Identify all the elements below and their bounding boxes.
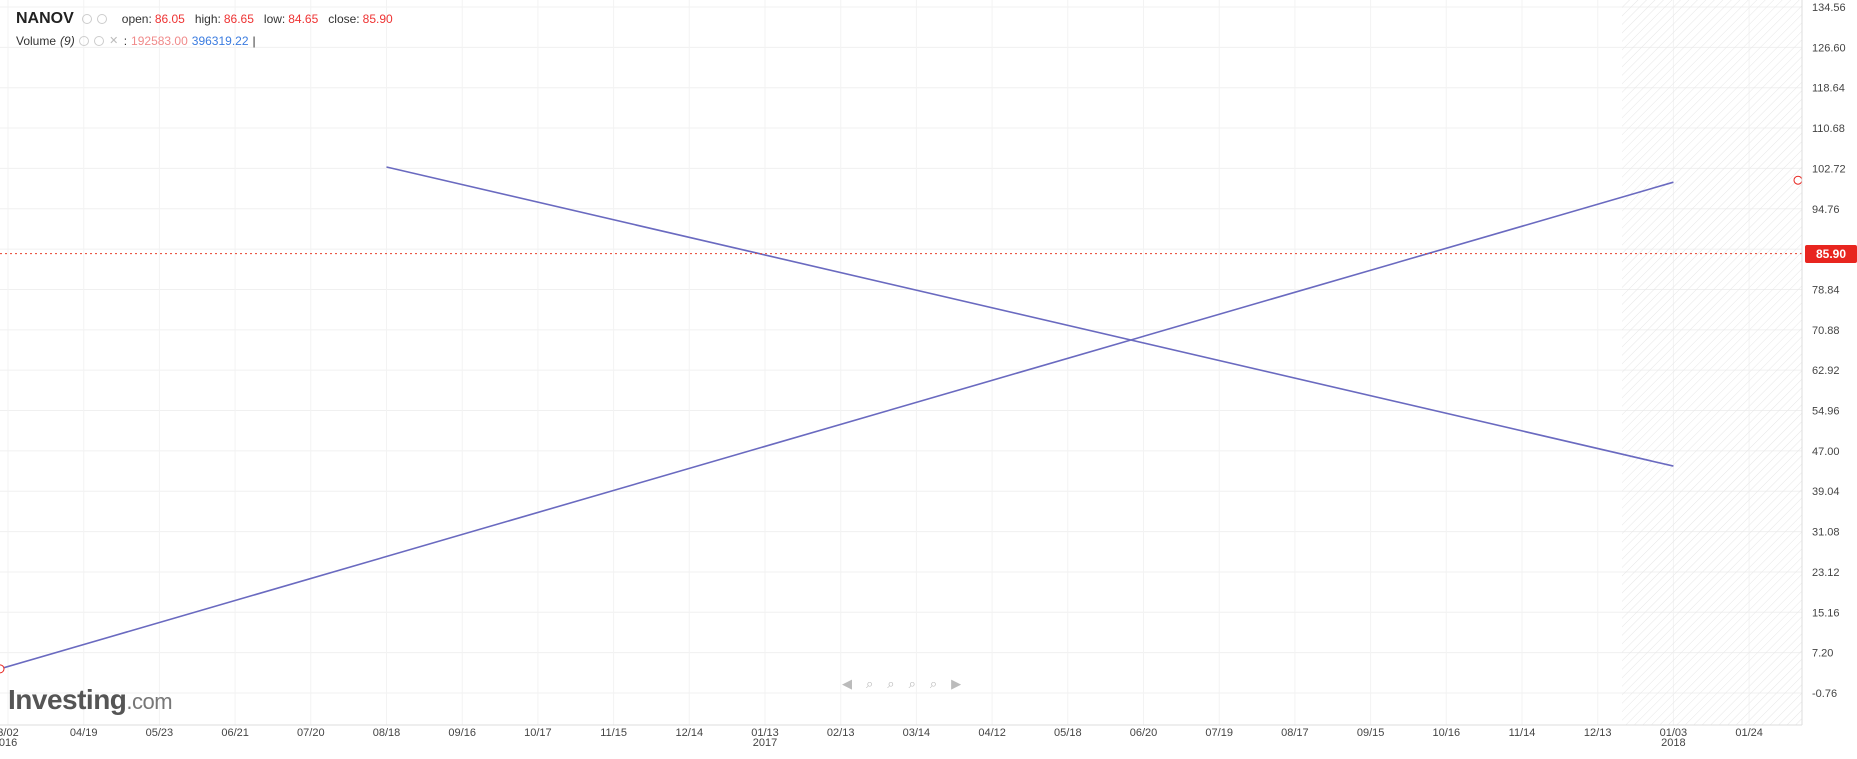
x-tick-label: 01/13 xyxy=(751,727,779,739)
volume-cursor: | xyxy=(252,34,256,48)
x-axis: 3/02 04/19 05/23 06/21 07/20 08/18 09/16 10/17 1… xyxy=(0,727,1763,749)
volume-row: Volume (9) ✕ : 192583.00 396319.22 | xyxy=(16,30,393,52)
y-tick-label: 39.04 xyxy=(1812,486,1840,498)
close-label: close: xyxy=(328,12,360,26)
x-year-label: 016 xyxy=(0,737,17,749)
close-icon[interactable]: ✕ xyxy=(109,35,119,47)
y-tick-label: 78.84 xyxy=(1812,284,1840,296)
x-tick-label: 03/14 xyxy=(903,727,931,739)
open-value: 86.05 xyxy=(154,12,185,26)
volume-label: Volume xyxy=(16,34,57,48)
x-tick-label: 07/20 xyxy=(297,727,325,739)
x-year-label: 2018 xyxy=(1661,737,1685,749)
ohlc-row: NANOV open: 86.05 high: 86.65 low: 84.65… xyxy=(16,8,393,30)
volume-value-2: 396319.22 xyxy=(191,34,249,48)
x-tick-label: 01/03 xyxy=(1660,727,1688,739)
x-tick-label: 06/20 xyxy=(1130,727,1158,739)
watermark-logo: Investing.com xyxy=(8,684,173,715)
y-tick-label: 110.68 xyxy=(1812,123,1845,135)
x-tick-label: 04/12 xyxy=(978,727,1006,739)
zoom-icon[interactable]: ⌕ xyxy=(887,676,895,691)
zoom-icon[interactable]: ⌕ xyxy=(866,676,874,691)
y-tick-label: 54.96 xyxy=(1812,406,1840,418)
zoom-icon[interactable]: ⌕ xyxy=(929,676,938,691)
gear-icon[interactable] xyxy=(93,36,104,46)
y-tick-label: 102.72 xyxy=(1812,163,1846,175)
high-value: 86.65 xyxy=(223,12,254,26)
x-tick-label: 05/18 xyxy=(1054,727,1082,739)
x-tick-label: 09/15 xyxy=(1357,727,1385,739)
grid xyxy=(0,0,1802,725)
trendline-handle xyxy=(0,664,5,674)
y-tick-label: 70.88 xyxy=(1812,325,1840,337)
x-tick-label: 3/02 xyxy=(0,727,19,739)
x-tick-label: 09/16 xyxy=(448,727,476,739)
x-tick-label: 08/18 xyxy=(373,727,401,739)
y-tick-label: 62.92 xyxy=(1812,365,1840,377)
x-tick-label: 10/17 xyxy=(524,727,552,739)
volume-separator: : xyxy=(123,34,128,48)
zoom-icon[interactable]: ⌕ xyxy=(908,676,916,691)
symbol-label: NANOV xyxy=(16,10,74,27)
y-tick-label: 31.08 xyxy=(1812,527,1840,539)
gear-icon[interactable] xyxy=(96,14,107,24)
x-tick-label: 12/14 xyxy=(676,727,704,739)
y-axis: 134.56126.60118.64110.68102.7294.7686.80… xyxy=(1812,2,1846,700)
low-label: low: xyxy=(263,12,286,26)
y-tick-label: 15.16 xyxy=(1812,607,1840,619)
x-year-label: 2017 xyxy=(753,737,777,749)
volume-value-1: 192583.00 xyxy=(131,34,188,48)
close-value: 85.90 xyxy=(362,12,393,26)
x-tick-label: 11/15 xyxy=(600,727,627,739)
y-tick-label: 126.60 xyxy=(1812,42,1846,54)
future-area xyxy=(1622,0,1802,725)
x-tick-label: 08/17 xyxy=(1281,727,1309,739)
high-label: high: xyxy=(194,12,221,26)
y-tick-label: 118.64 xyxy=(1812,83,1845,95)
trendline-handle xyxy=(1793,175,1803,185)
x-tick-label: 11/14 xyxy=(1509,727,1536,739)
x-tick-label: 06/21 xyxy=(221,727,249,739)
volume-period: (9) xyxy=(60,34,75,48)
eye-icon[interactable] xyxy=(81,14,92,24)
x-tick-label: 05/23 xyxy=(146,727,174,739)
trendlines[interactable] xyxy=(0,166,1803,674)
y-tick-label: 94.76 xyxy=(1812,204,1840,216)
current-price-tag: 85.90 xyxy=(1805,244,1857,263)
x-tick-label: 02/13 xyxy=(827,727,855,739)
legend: NANOV open: 86.05 high: 86.65 low: 84.65… xyxy=(16,8,393,52)
x-tick-label: 10/16 xyxy=(1433,727,1461,739)
x-tick-label: 04/19 xyxy=(70,727,98,739)
y-tick-label: -0.76 xyxy=(1812,688,1837,700)
x-tick-label: 12/13 xyxy=(1584,727,1612,739)
low-value: 84.65 xyxy=(288,12,319,26)
trendline xyxy=(0,181,1674,670)
navigation-controls: ◀ ⌕ ⌕ ⌕ ⌕ ▶ xyxy=(842,676,961,692)
x-tick-label: 07/19 xyxy=(1205,727,1233,739)
x-tick-label: 01/24 xyxy=(1735,727,1763,739)
y-tick-label: 7.20 xyxy=(1812,648,1833,660)
nav-arrow-icon[interactable]: ◀ xyxy=(842,676,852,691)
nav-arrow-icon[interactable]: ▶ xyxy=(951,676,962,691)
y-tick-label: 23.12 xyxy=(1812,567,1840,579)
y-tick-label: 134.56 xyxy=(1812,2,1846,14)
trendline xyxy=(386,166,1674,467)
open-label: open: xyxy=(121,12,152,26)
eye-icon[interactable] xyxy=(78,36,89,46)
y-tick-label: 47.00 xyxy=(1812,446,1840,458)
